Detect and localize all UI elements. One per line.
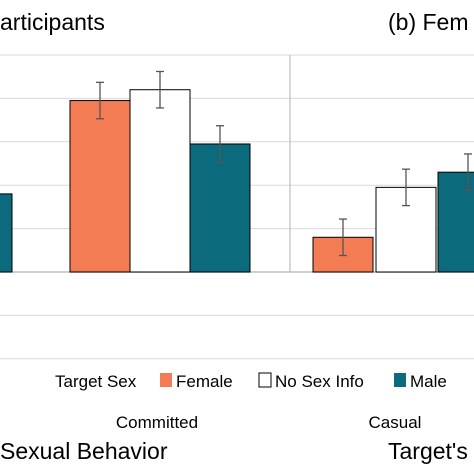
legend-swatch-female — [160, 373, 172, 387]
bar-male — [189, 143, 251, 273]
legend: Target Sex Female No Sex Info Male — [55, 372, 447, 391]
error-bar-male — [216, 125, 224, 163]
x-tick-label-committed: Committed — [116, 413, 198, 432]
legend-swatch-male — [394, 373, 406, 387]
panel-a-title: articipants — [0, 9, 105, 35]
bar-male — [0, 193, 13, 273]
bar-female — [69, 100, 131, 273]
x-axis-label-a: Sexual Behavior — [0, 438, 168, 464]
error-bar-male — [464, 153, 472, 192]
error-bar-female — [339, 218, 347, 257]
legend-label-female: Female — [176, 372, 233, 391]
legend-label-no-sex-info: No Sex Info — [275, 372, 364, 391]
bars — [0, 70, 474, 273]
error-bar-no-sex-info — [156, 70, 164, 109]
legend-swatch-no-sex-info — [258, 372, 272, 388]
bar-no-sex-info — [129, 89, 191, 273]
error-bar-no-sex-info — [402, 168, 410, 207]
x-axis-label-b: Target's — [388, 438, 468, 464]
legend-label-male: Male — [410, 372, 447, 391]
panel-b-title: (b) Fem — [388, 9, 469, 35]
legend-title: Target Sex — [55, 372, 137, 391]
x-tick-label-casual: Casual — [369, 413, 422, 432]
error-bar-female — [96, 81, 104, 120]
